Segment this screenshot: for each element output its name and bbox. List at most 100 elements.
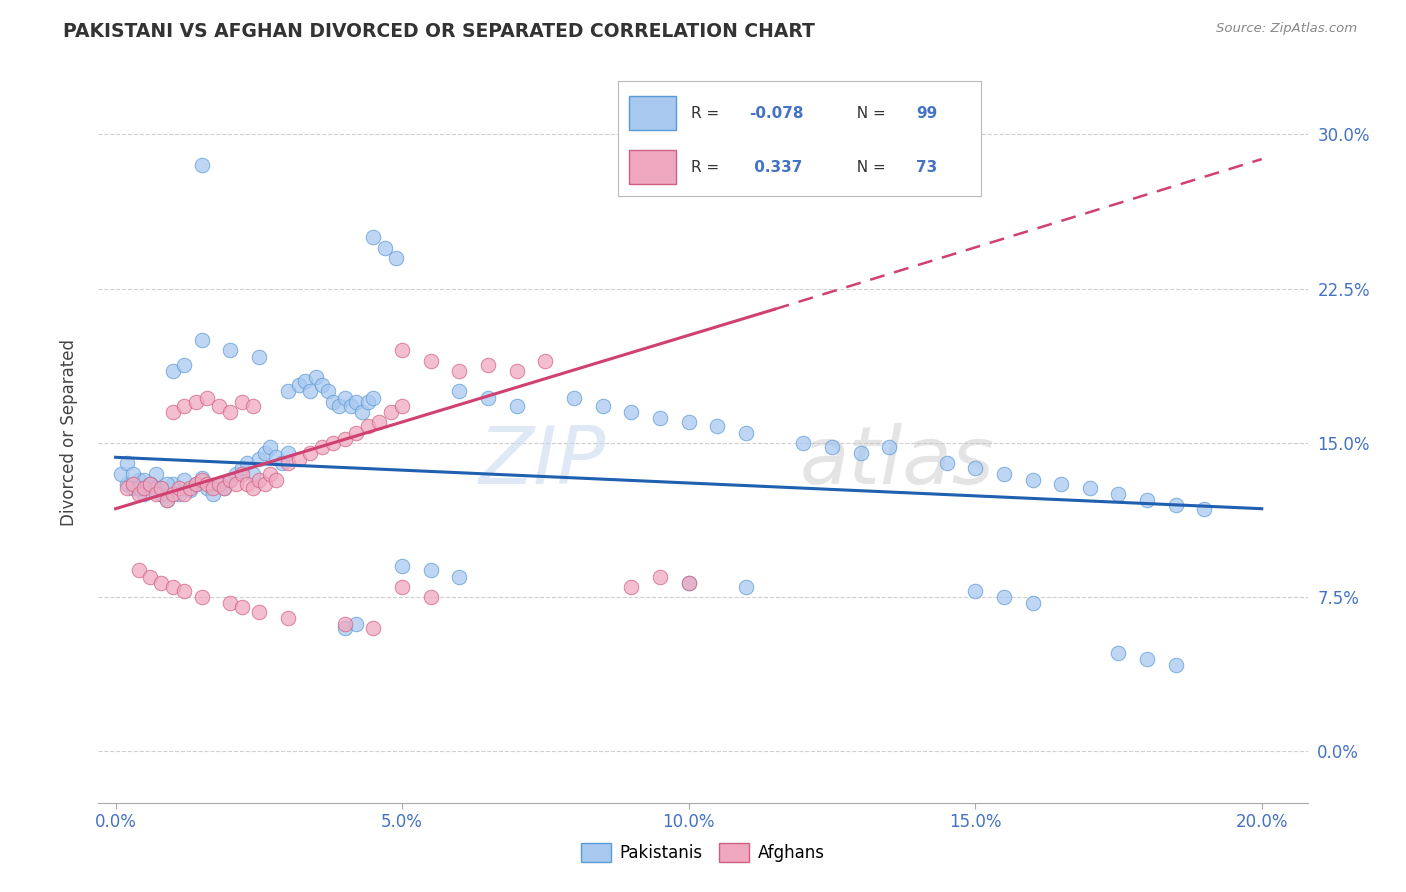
Point <box>350 405 373 419</box>
Point <box>620 580 643 594</box>
Point <box>419 563 441 577</box>
Point <box>190 158 212 172</box>
Point <box>225 477 247 491</box>
Point <box>419 353 441 368</box>
Point <box>162 487 184 501</box>
Point <box>134 473 156 487</box>
Point <box>231 394 253 409</box>
Point <box>167 487 190 501</box>
Point <box>1107 646 1129 660</box>
Point <box>344 616 367 631</box>
Point <box>993 590 1015 604</box>
Point <box>1194 501 1216 516</box>
Point <box>162 580 184 594</box>
Point <box>208 477 231 491</box>
Point <box>965 584 987 599</box>
Point <box>385 251 408 265</box>
Point <box>311 440 333 454</box>
Point <box>316 384 339 399</box>
Point <box>156 493 179 508</box>
Point <box>311 378 333 392</box>
Point <box>145 467 167 481</box>
Point <box>173 487 195 501</box>
Point <box>1107 487 1129 501</box>
Point <box>173 399 195 413</box>
Point <box>288 378 311 392</box>
Point <box>562 391 585 405</box>
Point <box>449 364 471 378</box>
Point <box>792 436 814 450</box>
Point <box>236 477 259 491</box>
Point <box>294 374 316 388</box>
Point <box>139 477 162 491</box>
Point <box>363 621 385 635</box>
Point <box>231 467 253 481</box>
Point <box>150 575 173 590</box>
Point <box>299 446 322 460</box>
Point <box>333 391 356 405</box>
Point <box>735 580 758 594</box>
Point <box>1164 658 1187 673</box>
Point <box>620 405 643 419</box>
Point <box>333 432 356 446</box>
Point <box>368 415 391 429</box>
Point <box>534 353 557 368</box>
Point <box>678 415 700 429</box>
Point <box>190 473 212 487</box>
Point <box>247 350 270 364</box>
Point <box>190 471 212 485</box>
Point <box>214 481 236 495</box>
Point <box>247 452 270 467</box>
Point <box>162 477 184 491</box>
Point <box>277 384 299 399</box>
Point <box>121 481 143 495</box>
Point <box>277 446 299 460</box>
Point <box>247 605 270 619</box>
Point <box>173 473 195 487</box>
Point <box>993 467 1015 481</box>
Point <box>305 370 328 384</box>
Point <box>592 399 614 413</box>
Point <box>477 391 499 405</box>
Point <box>506 399 529 413</box>
Point <box>264 473 287 487</box>
Point <box>264 450 287 465</box>
Text: PAKISTANI VS AFGHAN DIVORCED OR SEPARATED CORRELATION CHART: PAKISTANI VS AFGHAN DIVORCED OR SEPARATE… <box>63 22 815 41</box>
Point <box>121 477 143 491</box>
Point <box>1164 498 1187 512</box>
Point <box>195 391 218 405</box>
Point <box>363 391 385 405</box>
Point <box>849 148 872 162</box>
Point <box>145 481 167 495</box>
Point <box>333 621 356 635</box>
Point <box>391 343 413 358</box>
Point <box>322 436 344 450</box>
Point <box>219 473 242 487</box>
Point <box>173 584 195 599</box>
Point <box>242 467 264 481</box>
Text: atlas: atlas <box>800 423 994 501</box>
Text: ZIP: ZIP <box>479 423 606 501</box>
Point <box>236 457 259 471</box>
Point <box>253 446 276 460</box>
Point <box>195 477 218 491</box>
Point <box>115 481 138 495</box>
Point <box>391 399 413 413</box>
Point <box>156 493 179 508</box>
Point <box>270 457 292 471</box>
Point <box>208 399 231 413</box>
Point <box>162 405 184 419</box>
Point <box>253 477 276 491</box>
Point <box>877 440 900 454</box>
Point <box>139 477 162 491</box>
Point <box>167 481 190 495</box>
Point <box>1078 481 1101 495</box>
Point <box>208 477 231 491</box>
Point <box>115 477 138 491</box>
Point <box>935 457 957 471</box>
Point <box>219 343 242 358</box>
Point <box>391 580 413 594</box>
Point <box>1136 493 1159 508</box>
Point <box>506 364 529 378</box>
Point <box>202 481 225 495</box>
